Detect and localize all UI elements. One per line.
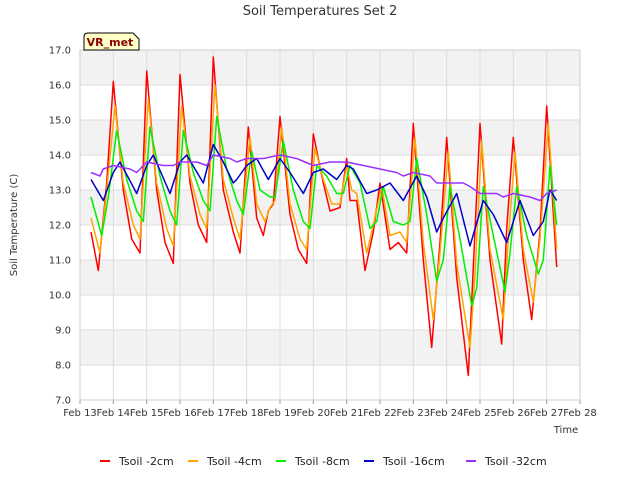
x-tick-label: Feb 26 bbox=[497, 408, 531, 419]
plot-band bbox=[80, 85, 580, 120]
plot-band bbox=[80, 120, 580, 155]
x-tick-label: Feb 19 bbox=[263, 408, 297, 419]
series-line-0 bbox=[90, 56, 558, 377]
y-tick-label: 15.0 bbox=[49, 116, 71, 127]
legend-label: Tsoil -32cm bbox=[484, 455, 547, 468]
x-tick-label: Feb 20 bbox=[297, 408, 331, 419]
plot-band bbox=[80, 365, 580, 400]
legend: Tsoil -2cm Tsoil -4cm Tsoil -8cm Tsoil -16c… bbox=[100, 455, 547, 468]
plot-band bbox=[80, 50, 580, 85]
y-tick-label: 12.0 bbox=[49, 221, 71, 232]
x-tick-label: Feb 16 bbox=[163, 408, 197, 419]
y-tick-label: 11.0 bbox=[49, 256, 71, 267]
legend-label: Tsoil -16cm bbox=[382, 455, 445, 468]
x-tick-label: Feb 18 bbox=[230, 408, 264, 419]
x-tick-label: Feb 25 bbox=[463, 408, 497, 419]
x-tick-label: Feb 22 bbox=[363, 408, 397, 419]
y-tick-label: 14.0 bbox=[49, 151, 71, 162]
plot-band bbox=[80, 330, 580, 365]
legend-label: Tsoil -8cm bbox=[294, 455, 350, 468]
y-tick-label: 17.0 bbox=[49, 46, 71, 57]
plot-frame bbox=[79, 49, 581, 401]
legend-label: Tsoil -2cm bbox=[118, 455, 174, 468]
plot-band bbox=[80, 190, 580, 225]
x-tick-label: Feb 14 bbox=[97, 408, 131, 419]
x-tick-label: Feb 23 bbox=[397, 408, 431, 419]
badge-shape bbox=[83, 32, 140, 51]
series-line-3 bbox=[90, 143, 558, 247]
x-tick-label: Feb 27 bbox=[530, 408, 564, 419]
y-tick-label: 10.0 bbox=[49, 291, 71, 302]
legend-label: Tsoil -4cm bbox=[206, 455, 262, 468]
badge-label: VR_met bbox=[87, 36, 134, 49]
plot-band bbox=[80, 155, 580, 190]
x-tick-label: Feb 15 bbox=[130, 408, 164, 419]
x-tick-label: Feb 13 bbox=[63, 408, 97, 419]
series-line-2 bbox=[90, 115, 558, 307]
data-series bbox=[90, 56, 558, 377]
x-tick-label: Feb 17 bbox=[197, 408, 231, 419]
x-axis-label: Time bbox=[553, 425, 578, 436]
y-axis-label: Soil Temperature (C) bbox=[9, 174, 20, 277]
x-tick-label: Feb 28 bbox=[563, 408, 597, 419]
y-axis-ticks: 7.0 8.0 9.0 10.0 11.0 12.0 13.0 14.0 15.0 16.0 17.… bbox=[49, 46, 71, 407]
y-tick-label: 13.0 bbox=[49, 186, 71, 197]
y-tick-label: 7.0 bbox=[55, 396, 71, 407]
y-tick-label: 8.0 bbox=[55, 361, 71, 372]
chart-title: Soil Temperatures Set 2 bbox=[243, 4, 398, 19]
series-line-4 bbox=[90, 154, 557, 202]
station-badge: VR_met bbox=[83, 32, 140, 51]
plot-background bbox=[80, 50, 580, 400]
x-tick-label: Feb 24 bbox=[430, 408, 464, 419]
x-axis-ticks: Feb 13 Feb 14 Feb 15 Feb 16 Feb 17 Feb 18 Feb … bbox=[63, 400, 597, 419]
plot-band bbox=[80, 260, 580, 295]
series-line-1 bbox=[90, 84, 558, 349]
x-tick-label: Feb 21 bbox=[330, 408, 364, 419]
y-tick-label: 9.0 bbox=[55, 326, 71, 337]
y-tick-label: 16.0 bbox=[49, 81, 71, 92]
